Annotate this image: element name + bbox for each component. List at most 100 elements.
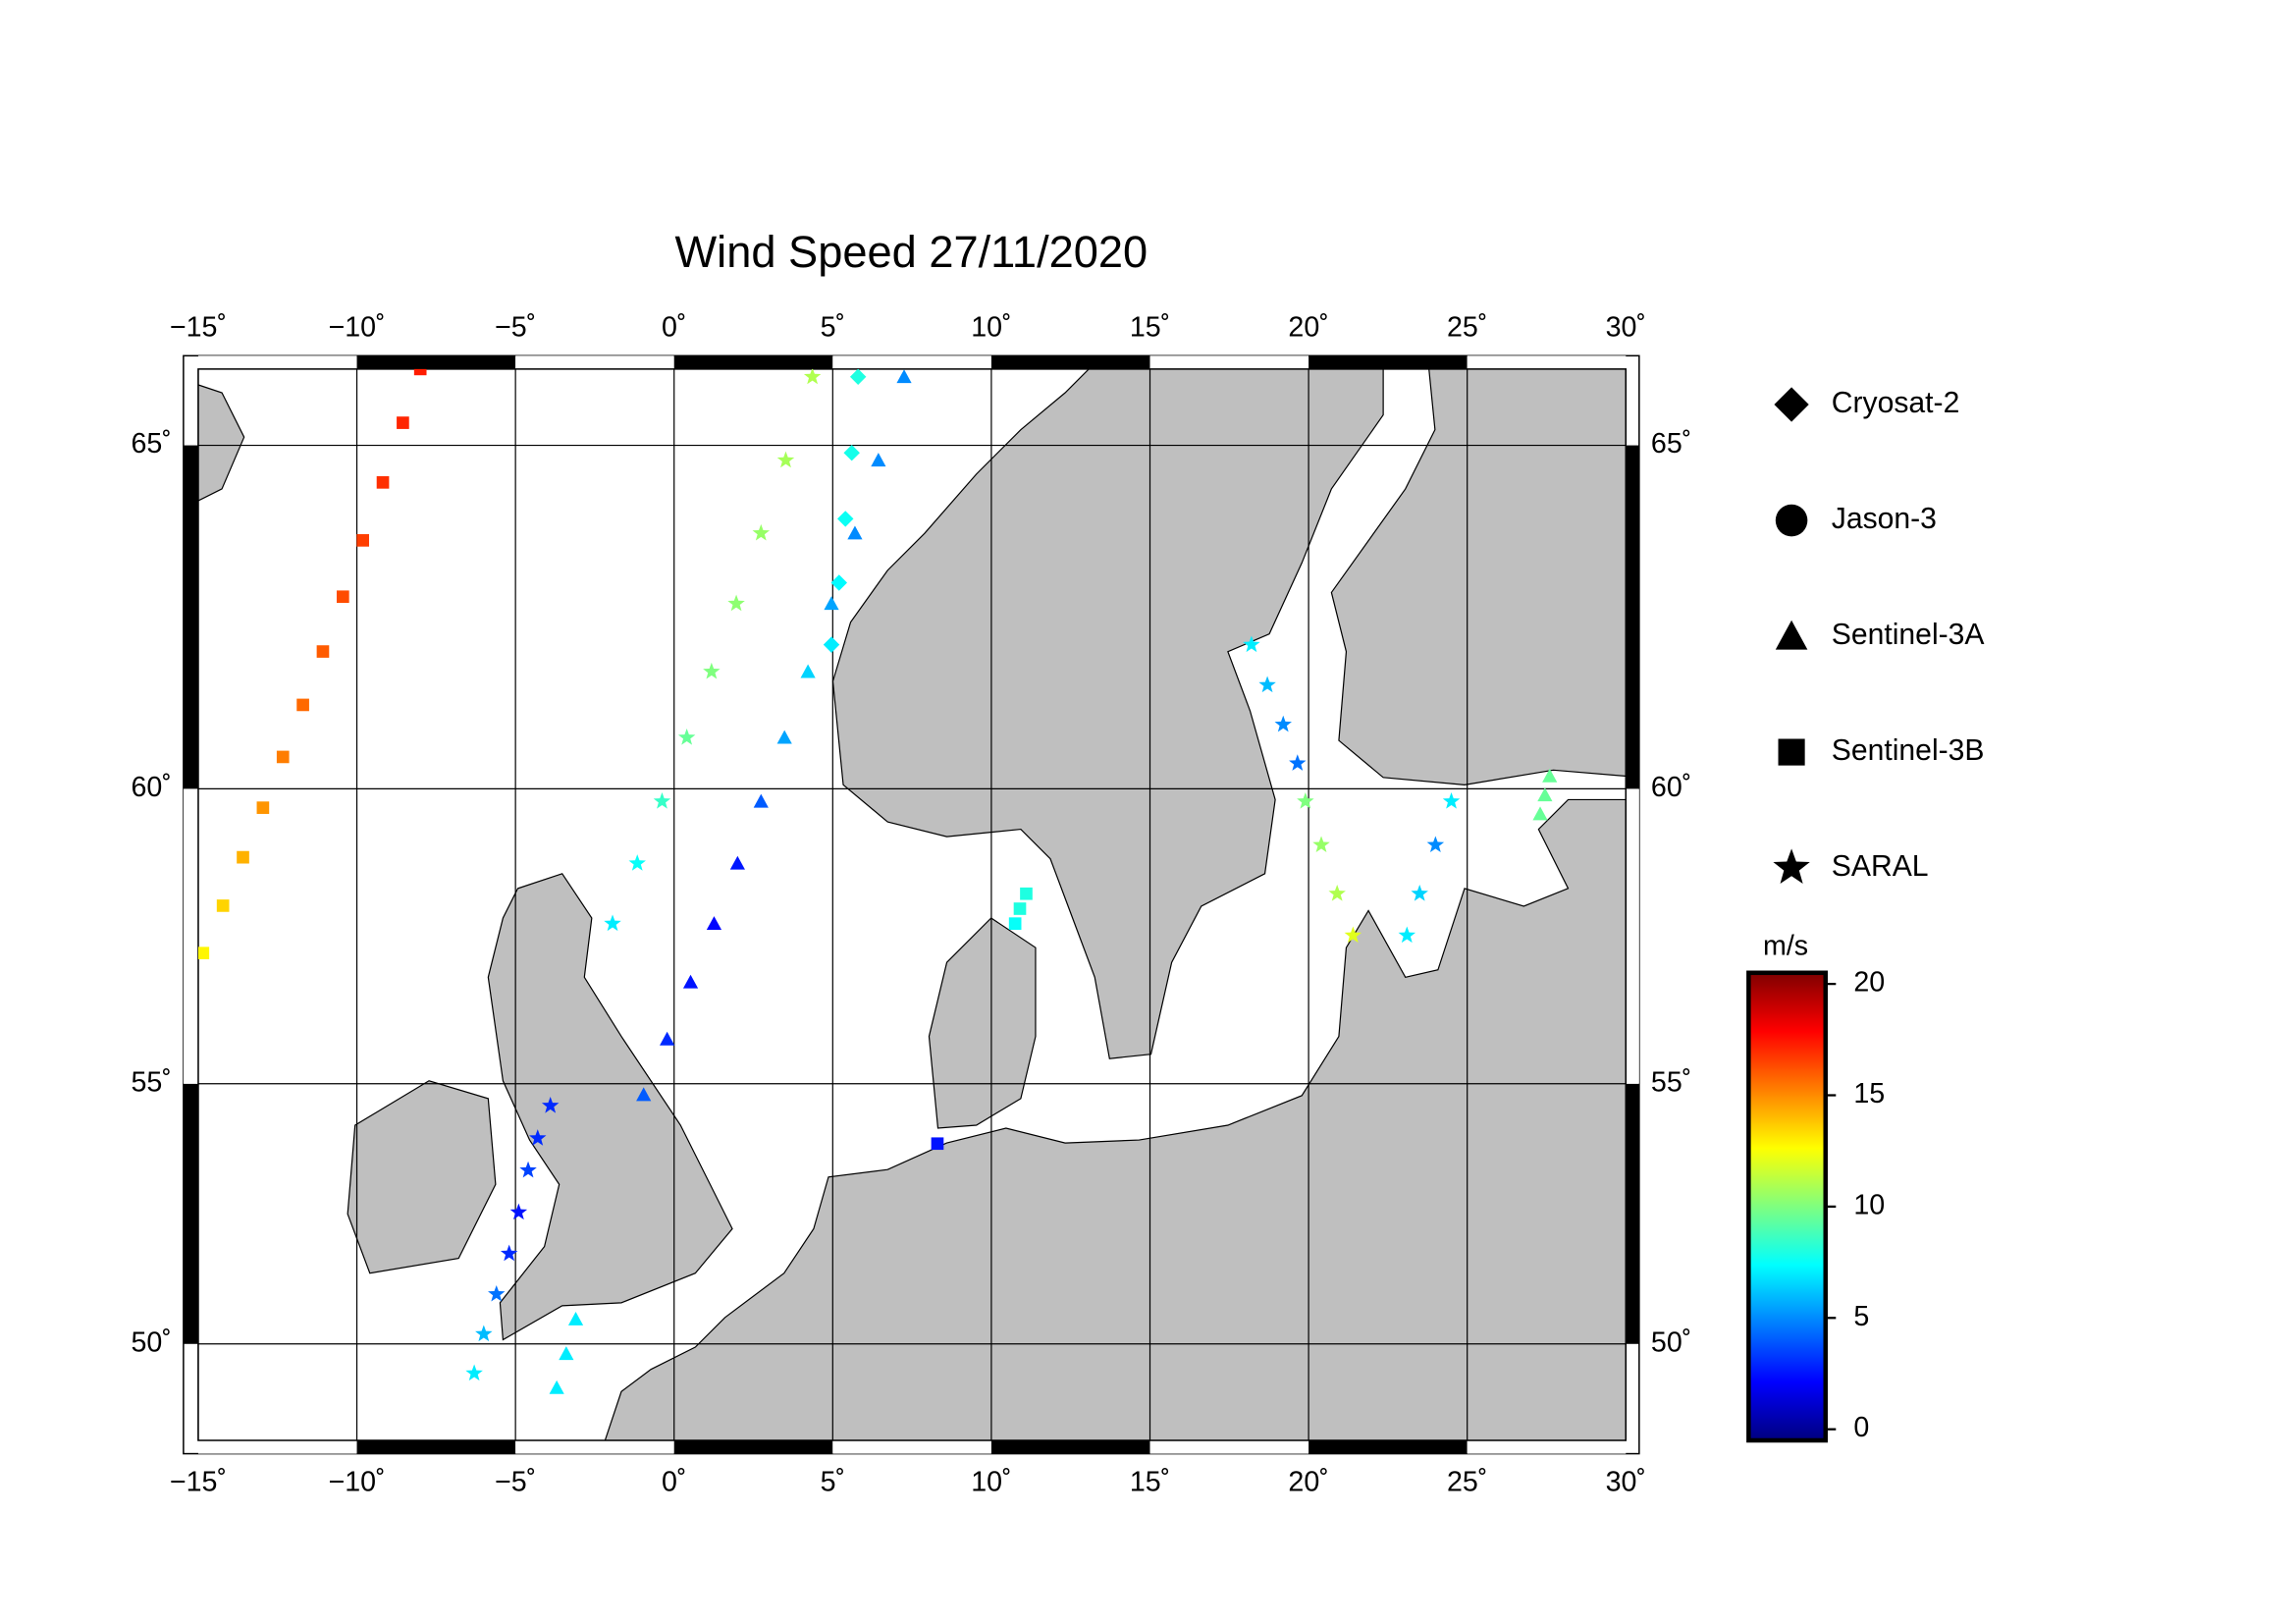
track-point bbox=[753, 793, 769, 808]
track-point bbox=[776, 730, 792, 744]
track-point bbox=[703, 662, 721, 679]
x-tick-label: 20˚ bbox=[1288, 1466, 1328, 1497]
track-point bbox=[1013, 902, 1027, 915]
frame-bar bbox=[197, 355, 357, 369]
legend-label: SARAL bbox=[1832, 850, 1929, 883]
track-point bbox=[541, 1096, 560, 1113]
track-point bbox=[682, 974, 699, 989]
track-point bbox=[896, 369, 912, 384]
track-point bbox=[729, 855, 745, 870]
track-point bbox=[465, 1364, 483, 1381]
track-point bbox=[727, 594, 745, 612]
frame-bar bbox=[1149, 1440, 1309, 1454]
track-point bbox=[1426, 836, 1445, 853]
y-tick-label: 50˚ bbox=[1651, 1326, 1691, 1358]
frame-bar bbox=[183, 788, 198, 1084]
continent bbox=[604, 798, 1627, 1441]
frame-bar bbox=[1467, 1440, 1627, 1454]
track-point bbox=[628, 854, 646, 871]
track-point bbox=[653, 792, 671, 809]
track-point bbox=[1542, 768, 1558, 783]
legend-label: Sentinel-3B bbox=[1832, 734, 1985, 767]
britain bbox=[487, 873, 733, 1341]
track-point bbox=[567, 1311, 584, 1325]
frame-bar bbox=[356, 355, 516, 369]
x-tick-label: 20˚ bbox=[1288, 312, 1328, 344]
track-point bbox=[1328, 885, 1346, 901]
y-tick-label: 50˚ bbox=[131, 1326, 171, 1358]
track-point bbox=[1020, 887, 1033, 900]
frame-bar bbox=[197, 1440, 357, 1454]
frame-bar bbox=[1467, 355, 1627, 369]
track-point bbox=[1344, 926, 1362, 944]
track-point bbox=[1289, 754, 1307, 771]
track-point bbox=[475, 1325, 493, 1342]
legend-marker bbox=[1773, 848, 1810, 884]
track-point bbox=[706, 916, 722, 931]
x-tick-label: 10˚ bbox=[971, 312, 1011, 344]
track-point bbox=[931, 1137, 944, 1151]
iceland bbox=[197, 384, 245, 502]
track-point bbox=[1442, 792, 1461, 809]
track-point bbox=[871, 453, 886, 467]
colorbar-tick-label: 10 bbox=[1853, 1189, 1885, 1220]
frame-bar bbox=[515, 1440, 674, 1454]
track-point bbox=[1411, 885, 1428, 901]
track-point bbox=[397, 416, 409, 429]
track-point bbox=[1312, 836, 1330, 853]
x-tick-label: 5˚ bbox=[821, 312, 845, 344]
track-point bbox=[1398, 926, 1416, 944]
track-point bbox=[500, 1244, 518, 1262]
track-point bbox=[824, 596, 839, 611]
colorbar-tick-label: 0 bbox=[1853, 1412, 1869, 1443]
legend: Cryosat-2 Jason-3 Sentinel-3A Sentinel-3B SA… bbox=[1773, 387, 1985, 884]
track-point bbox=[636, 1087, 652, 1102]
frame-bar bbox=[1626, 1083, 1639, 1344]
frame-bar bbox=[673, 355, 833, 369]
x-tick-label: 10˚ bbox=[971, 1466, 1011, 1497]
x-tick-label: −15˚ bbox=[170, 1466, 227, 1497]
x-tick-label: 25˚ bbox=[1447, 312, 1487, 344]
x-tick-label: 0˚ bbox=[662, 312, 686, 344]
frame-bar bbox=[1149, 355, 1309, 369]
track-point bbox=[559, 1346, 574, 1361]
track-point bbox=[752, 523, 771, 541]
track-point bbox=[1532, 806, 1548, 821]
frame-bar bbox=[183, 1083, 198, 1344]
y-tick-label: 55˚ bbox=[1651, 1066, 1691, 1098]
colorbar: m/s 0 5 10 15 20 bbox=[1746, 931, 1885, 1443]
track-point bbox=[776, 451, 795, 468]
land bbox=[197, 368, 1627, 1441]
track-point bbox=[604, 914, 621, 932]
frame-bar bbox=[1308, 355, 1468, 369]
x-tick-label: 15˚ bbox=[1130, 312, 1170, 344]
track-point bbox=[1258, 676, 1276, 693]
track-point bbox=[1537, 787, 1553, 802]
track-point bbox=[843, 444, 860, 461]
track-point bbox=[1297, 792, 1314, 809]
track-point bbox=[549, 1380, 564, 1394]
frame-bar bbox=[183, 445, 198, 789]
x-tick-label: 15˚ bbox=[1130, 1466, 1170, 1497]
track-point bbox=[1008, 917, 1022, 931]
x-tick-label: 25˚ bbox=[1447, 1466, 1487, 1497]
x-tick-label: −10˚ bbox=[328, 312, 385, 344]
x-tick-label: 0˚ bbox=[662, 1466, 686, 1497]
track-point bbox=[509, 1203, 528, 1220]
track-point bbox=[837, 511, 854, 527]
finland bbox=[1330, 368, 1627, 785]
legend-marker bbox=[1775, 620, 1808, 650]
frame-bar bbox=[990, 355, 1150, 369]
x-tick-label: −10˚ bbox=[328, 1466, 385, 1497]
frame-bar bbox=[673, 1440, 833, 1454]
y-tick-label: 65˚ bbox=[1651, 428, 1691, 460]
track-point bbox=[529, 1129, 547, 1146]
legend-label: Jason-3 bbox=[1832, 503, 1937, 535]
legend-marker bbox=[1775, 504, 1808, 537]
frame-bar bbox=[515, 355, 674, 369]
y-tick-label: 60˚ bbox=[1651, 772, 1691, 803]
track-point bbox=[336, 590, 349, 604]
map-border bbox=[197, 368, 1628, 1441]
track-point bbox=[519, 1161, 537, 1178]
